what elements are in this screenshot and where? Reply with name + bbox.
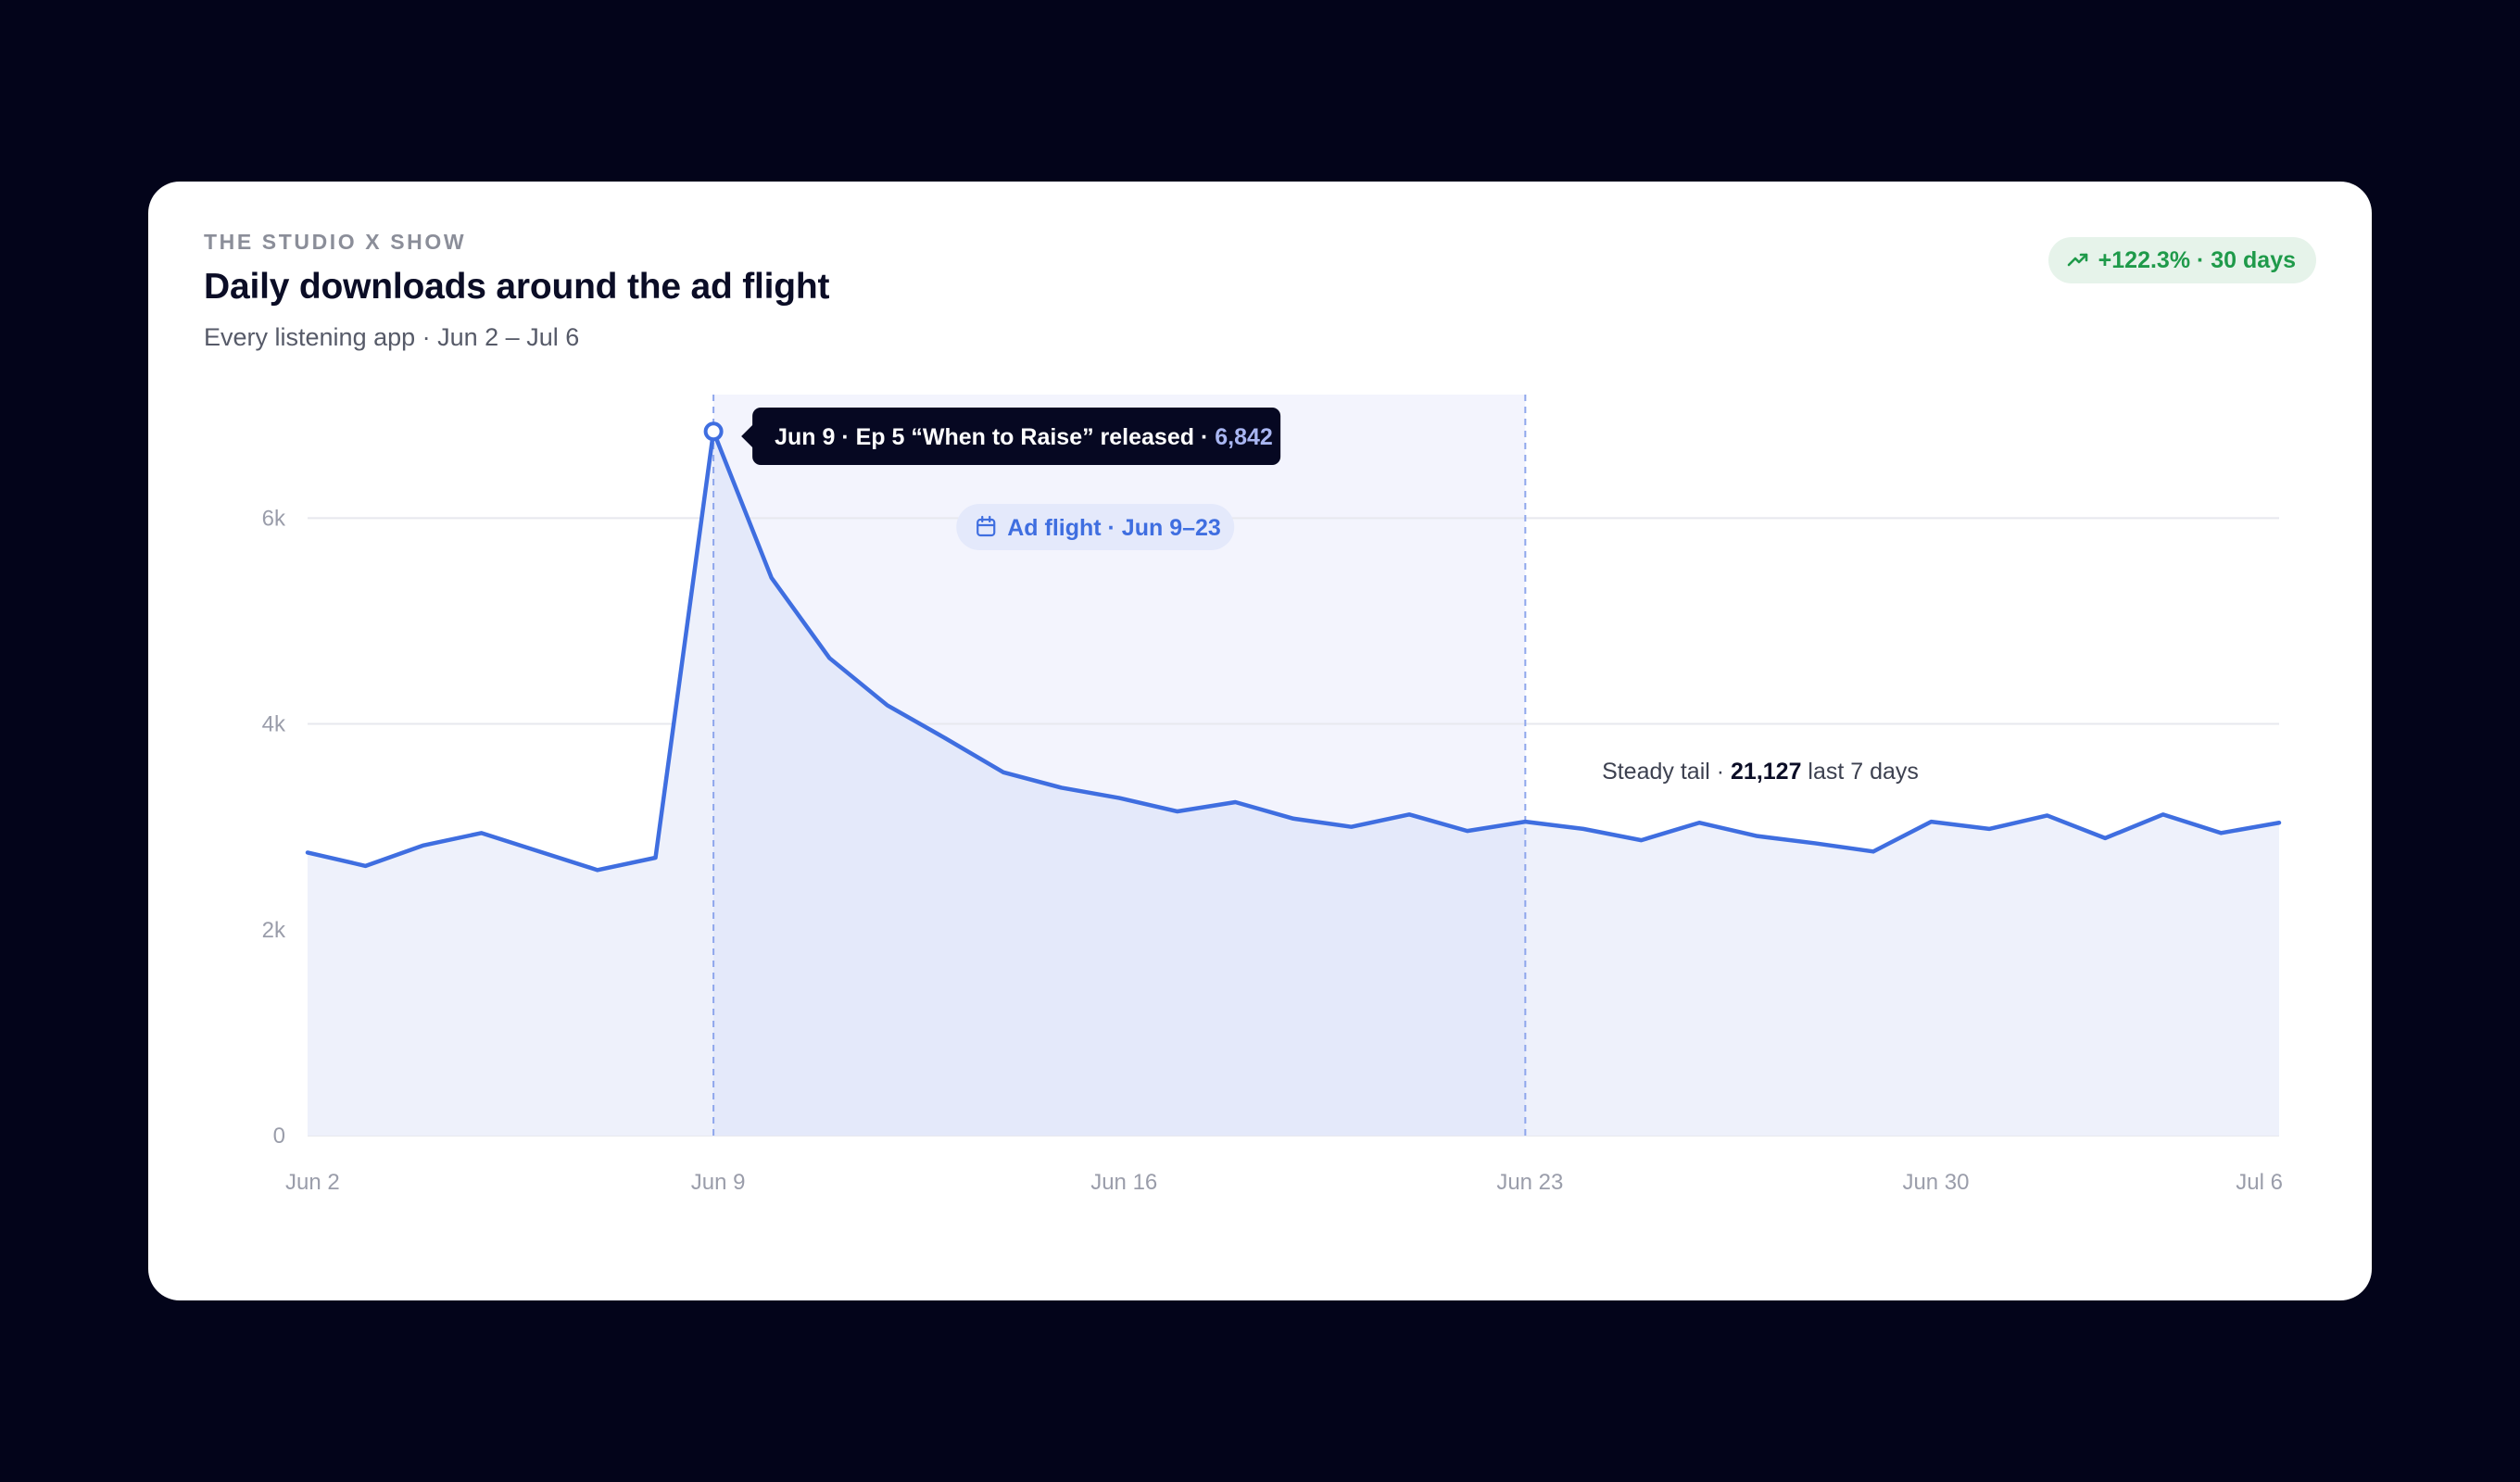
trending-up-icon (2067, 249, 2089, 271)
x-tick-label: Jun 16 (1090, 1170, 1157, 1195)
ad-flight-label-text: Ad flight · Jun 9–23 (1007, 515, 1221, 541)
x-tick-label: Jul 6 (2236, 1170, 2283, 1195)
peak-tooltip: Jun 9 · Ep 5 “When to Raise” released · … (741, 408, 1281, 465)
peak-tooltip-arrow (741, 424, 754, 448)
steady-tail-value: 21,127 (1731, 759, 1801, 785)
x-tick-label: Jun 9 (691, 1170, 746, 1195)
steady-tail-annotation: Steady tail · 21,127 last 7 days (1602, 759, 1919, 785)
x-tick-label: Jun 30 (1902, 1170, 1969, 1195)
chart-title: Daily downloads around the ad flight (204, 267, 830, 307)
y-tick-label: 6k (262, 506, 286, 531)
ad-flight-label: Ad flight · Jun 9–23 (956, 504, 1235, 550)
peak-tooltip-value: 6,842 (1215, 424, 1273, 450)
downloads-chart: 0 2k 4k 6k Jun 2 Jun 9 Jun 16 Jun 23 Jun 30 Jul 6… (262, 395, 2283, 1195)
chart-subtitle: Every listening app · Jun 2 – Jul 6 (204, 323, 580, 351)
ad-flight-pill (956, 504, 1235, 550)
y-tick-label: 0 (273, 1124, 285, 1149)
peak-marker (703, 421, 724, 442)
steady-tail-suffix: last 7 days (1801, 759, 1918, 785)
chart-card: THE STUDIO X SHOW Daily downloads around… (148, 182, 2372, 1300)
y-tick-label: 4k (262, 712, 286, 737)
peak-tooltip-label: Jun 9 · Ep 5 “When to Raise” released · (775, 424, 1215, 450)
growth-badge-label: +122.3% · 30 days (2098, 246, 2296, 273)
downloads-line (305, 429, 2282, 873)
steady-tail-prefix: Steady tail · (1602, 759, 1731, 785)
ad-flight-area (713, 431, 1526, 1136)
y-tick-label: 2k (262, 918, 286, 943)
peak-tooltip-box (752, 408, 1281, 465)
peak-tooltip-text: Jun 9 · Ep 5 “When to Raise” released · … (775, 424, 1273, 450)
calendar-icon (976, 515, 996, 537)
x-tick-label: Jun 2 (285, 1170, 340, 1195)
x-tick-label: Jun 23 (1496, 1170, 1563, 1195)
show-name: THE STUDIO X SHOW (204, 230, 467, 254)
growth-badge: +122.3% · 30 days (2048, 237, 2316, 283)
